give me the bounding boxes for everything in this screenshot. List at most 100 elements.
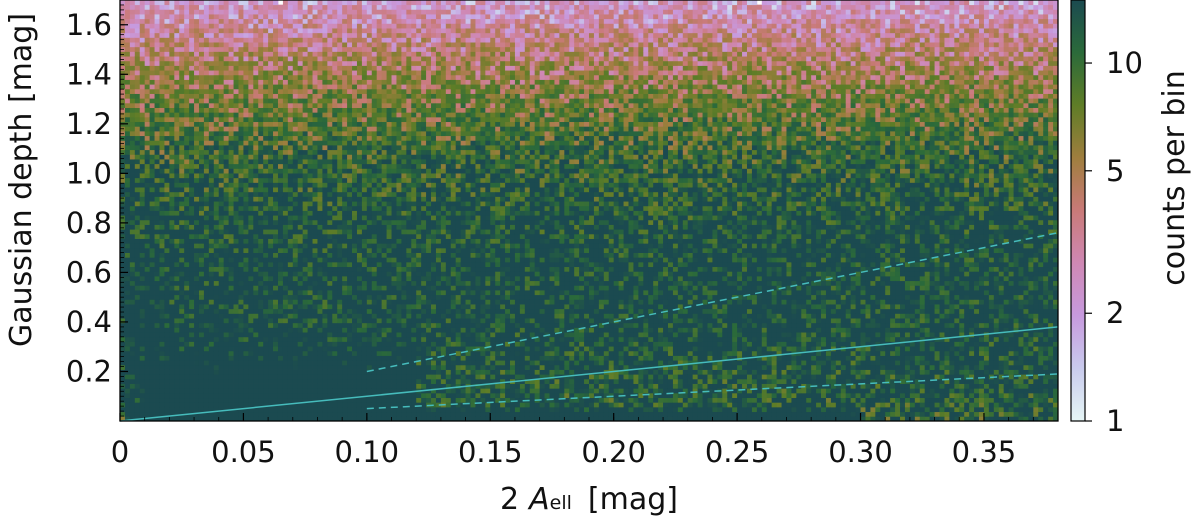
heatmap-bin <box>233 355 239 361</box>
heatmap-bin <box>258 416 264 422</box>
heatmap-bin <box>302 182 308 188</box>
heatmap-bin <box>263 149 269 155</box>
heatmap-bin <box>376 327 383 333</box>
heatmap-bin <box>169 177 175 183</box>
heatmap-bin <box>223 88 230 94</box>
heatmap-bin <box>169 56 175 62</box>
heatmap-bin <box>159 215 165 221</box>
heatmap-bin <box>332 9 338 15</box>
heatmap-bin <box>327 346 333 352</box>
heatmap-bin <box>208 397 215 403</box>
heatmap-bin <box>268 233 274 239</box>
heatmap-bin <box>154 159 160 165</box>
heatmap-bin <box>332 51 338 57</box>
heatmap-bin <box>332 308 338 314</box>
heatmap-bin <box>120 341 126 347</box>
heatmap-bin <box>268 18 274 24</box>
heatmap-bin <box>327 135 333 141</box>
heatmap-bin <box>273 187 279 193</box>
heatmap-bin <box>268 56 274 62</box>
heatmap-bin <box>129 0 136 6</box>
heatmap-bin <box>174 163 180 169</box>
heatmap-bin <box>287 299 294 305</box>
heatmap-bin <box>327 14 333 20</box>
heatmap-bin <box>366 402 373 408</box>
heatmap-bin <box>258 322 264 328</box>
heatmap-bin <box>179 18 185 24</box>
heatmap-bin <box>297 65 304 71</box>
heatmap-bin <box>164 182 170 188</box>
heatmap-bin <box>263 318 269 324</box>
heatmap-bin <box>376 37 383 43</box>
heatmap-bin <box>203 416 210 422</box>
heatmap-bin <box>386 215 392 221</box>
heatmap-bin <box>223 290 230 296</box>
heatmap-bin <box>287 219 294 225</box>
heatmap-bin <box>144 318 151 324</box>
heatmap-bin <box>124 266 131 272</box>
heatmap-bin <box>120 252 126 258</box>
heatmap-bin <box>347 285 353 291</box>
heatmap-bin <box>273 201 279 207</box>
heatmap-bin <box>243 205 249 211</box>
heatmap-bin <box>179 130 185 137</box>
heatmap-bin <box>154 383 160 389</box>
heatmap-bin <box>322 257 328 263</box>
heatmap-bin <box>238 318 244 324</box>
heatmap-bin <box>317 32 323 38</box>
heatmap-bin <box>302 383 308 389</box>
heatmap-bin <box>273 322 279 328</box>
heatmap-bin <box>213 271 220 277</box>
heatmap-bin <box>258 182 264 188</box>
heatmap-bin <box>149 238 155 244</box>
heatmap-bin <box>268 392 274 399</box>
heatmap-bin <box>124 112 131 118</box>
heatmap-bin <box>129 23 136 29</box>
heatmap-bin <box>342 247 348 253</box>
heatmap-bin <box>381 271 387 277</box>
heatmap-bin <box>238 51 244 57</box>
heatmap-bin <box>189 28 195 34</box>
heatmap-bin <box>218 402 225 408</box>
heatmap-bin <box>287 102 294 108</box>
heatmap-bin <box>376 266 383 272</box>
heatmap-bin <box>139 191 146 197</box>
heatmap-bin <box>312 93 318 99</box>
heatmap-bin <box>381 411 387 417</box>
heatmap-bin <box>203 411 210 417</box>
heatmap-bin <box>213 285 220 291</box>
heatmap-bin <box>198 411 205 417</box>
heatmap-bin <box>203 201 210 207</box>
heatmap-bin <box>263 280 269 286</box>
heatmap-bin <box>287 229 294 235</box>
heatmap-bin <box>342 294 348 300</box>
heatmap-bin <box>169 364 175 370</box>
heatmap-bin <box>337 140 343 146</box>
heatmap-bin <box>169 70 175 76</box>
heatmap-bin <box>263 191 269 197</box>
heatmap-bin <box>268 299 274 305</box>
heatmap-bin <box>154 168 160 174</box>
heatmap-bin <box>322 322 328 328</box>
heatmap-bin <box>297 374 304 380</box>
heatmap-bin <box>184 313 190 319</box>
heatmap-bin <box>238 187 244 193</box>
heatmap-bin <box>366 350 373 356</box>
heatmap-bin <box>124 56 131 62</box>
heatmap-bin <box>208 88 215 94</box>
heatmap-bin <box>248 79 254 85</box>
heatmap-bin <box>287 0 294 6</box>
heatmap-bin <box>208 93 215 99</box>
heatmap-bin <box>164 191 170 197</box>
heatmap-bin <box>253 149 259 155</box>
heatmap-bin <box>371 191 378 197</box>
heatmap-bin <box>243 32 249 38</box>
heatmap-bin <box>277 107 284 113</box>
heatmap-bin <box>194 294 200 300</box>
heatmap-bin <box>292 275 299 282</box>
heatmap-bin <box>184 23 190 29</box>
heatmap-bin <box>356 201 363 207</box>
heatmap-bin <box>233 56 239 62</box>
heatmap-bin <box>134 252 141 258</box>
heatmap-bin <box>342 37 348 43</box>
